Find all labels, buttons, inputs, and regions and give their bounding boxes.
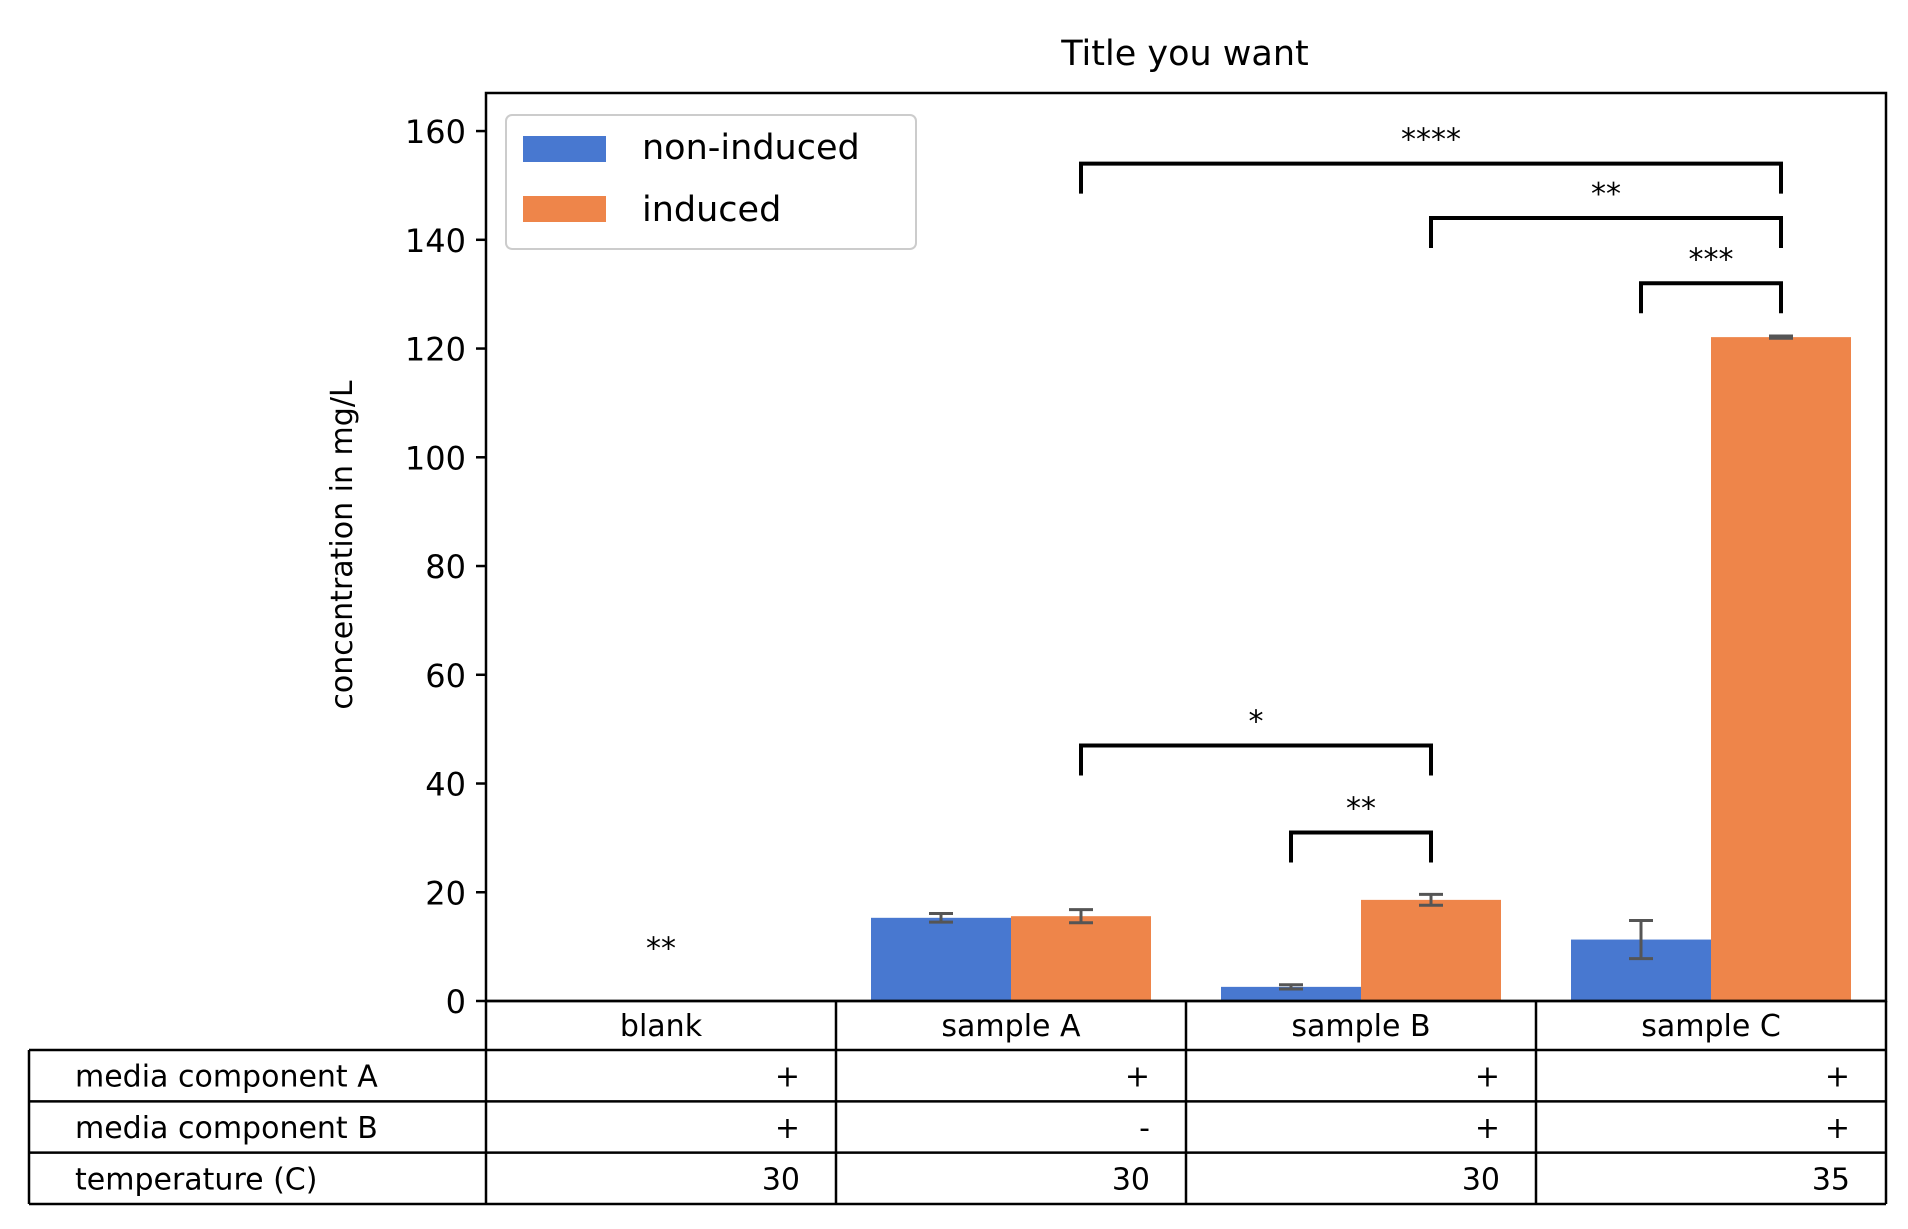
legend: non-induced induced [505, 114, 917, 250]
bar-induced [1011, 916, 1151, 1001]
table-cell: + [775, 1060, 800, 1095]
y-tick-label: 140 [405, 222, 466, 260]
significance-bracket [1429, 216, 1783, 249]
table-cell: + [1825, 1060, 1850, 1095]
y-tick-label: 20 [425, 874, 466, 912]
bar-non-induced [1221, 986, 1361, 1001]
y-tick-label: 60 [425, 657, 466, 695]
condition-table: blank sample A sample B sample C media compo… [27, 999, 1888, 1206]
legend-swatch-non-induced [523, 136, 606, 162]
table-cell: 35 [1812, 1162, 1850, 1197]
table-cell: 30 [1112, 1162, 1150, 1197]
significance-bracket [1079, 161, 1783, 194]
table-header-cell: sample A [941, 1009, 1081, 1044]
significance-label: ** [1591, 177, 1621, 212]
table-cell: + [1125, 1060, 1150, 1095]
legend-label-non-induced: non-induced [642, 128, 860, 168]
table-header-cell: blank [620, 1009, 703, 1044]
y-tick-label: 120 [405, 331, 466, 369]
y-tick-label: 40 [425, 766, 466, 804]
table-cell: + [775, 1111, 800, 1146]
significance-label: *** [1689, 242, 1734, 277]
table-cell: - [1139, 1111, 1150, 1146]
significance-label: * [1249, 704, 1264, 739]
y-tick-label: 0 [446, 983, 466, 1021]
table-cell: 30 [762, 1162, 800, 1197]
table-header-cell: sample B [1291, 1009, 1430, 1044]
table-row-label: media component B [75, 1111, 378, 1146]
legend-box [505, 114, 917, 250]
y-tick-label: 100 [405, 439, 466, 477]
significance-bracket [1289, 830, 1433, 863]
table-row-label: temperature (C) [75, 1162, 317, 1197]
bar-non-induced [871, 917, 1011, 1001]
table-header-cell: sample C [1641, 1009, 1781, 1044]
table-row-label: media component A [75, 1060, 378, 1095]
legend-swatch-induced [523, 196, 606, 222]
y-tick-label: 80 [425, 548, 466, 586]
bar-induced [1711, 337, 1851, 1001]
bar-induced [1361, 899, 1501, 1001]
table-cell: + [1475, 1111, 1500, 1146]
y-tick-label: 160 [405, 113, 466, 151]
significance-label: ** [1346, 791, 1376, 826]
legend-label-induced: induced [642, 190, 781, 230]
significance-label: **** [1401, 123, 1461, 158]
table-cell: + [1825, 1111, 1850, 1146]
table-cell: 30 [1462, 1162, 1500, 1197]
table-cell: + [1475, 1060, 1500, 1095]
y-axis-label: concentration in mg/L [325, 380, 360, 710]
significance-bracket [1079, 743, 1433, 776]
significance-label: ** [646, 932, 676, 967]
chart-title: Title you want [1060, 34, 1309, 74]
significance-bracket [1639, 281, 1783, 314]
